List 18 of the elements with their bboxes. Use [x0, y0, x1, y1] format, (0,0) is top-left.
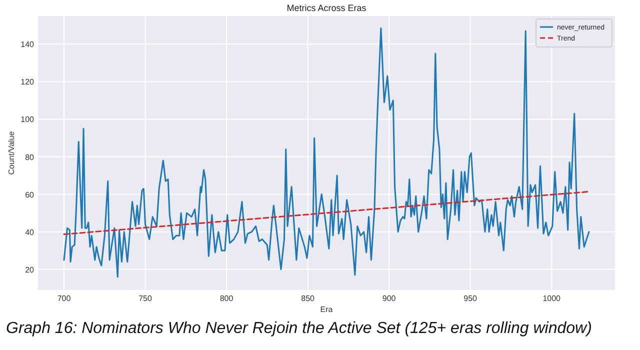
- x-tick-label: 950: [464, 294, 478, 303]
- y-tick-label: 20: [25, 265, 35, 274]
- x-tick-label: 750: [138, 294, 152, 303]
- x-tick-label: 800: [220, 294, 234, 303]
- x-tick-label: 700: [57, 294, 72, 303]
- x-axis-title: Era: [320, 305, 334, 314]
- x-tick-label: 900: [382, 294, 396, 303]
- y-tick-label: 120: [20, 78, 35, 87]
- y-tick-label: 40: [25, 228, 35, 237]
- y-tick-label: 100: [20, 115, 35, 124]
- y-axis-title: Count/Value: [7, 130, 16, 175]
- x-tick-label: 850: [301, 294, 316, 303]
- y-tick-label: 140: [20, 40, 35, 50]
- caption: Graph 16: Nominators Who Never Rejoin the Active Set (125+ eras rolling window): [6, 320, 592, 337]
- y-tick-label: 60: [25, 190, 35, 200]
- y-tick-label: 80: [25, 152, 35, 162]
- x-tick-label: 1000: [542, 294, 562, 303]
- chart-title: Metrics Across Eras: [286, 3, 367, 13]
